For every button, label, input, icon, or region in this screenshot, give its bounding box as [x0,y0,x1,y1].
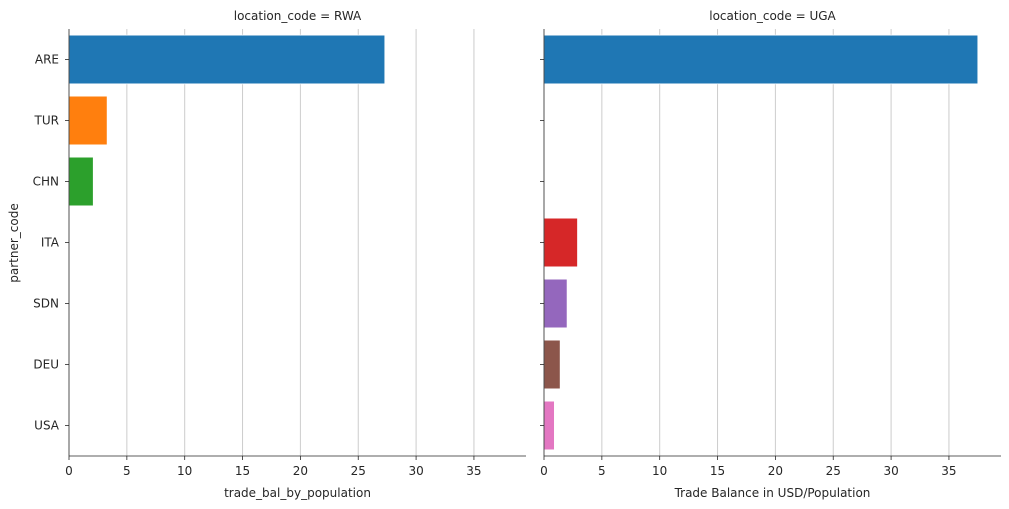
bar-uga-usa [543,400,555,451]
y-axis-tick-labels: ARE TUR CHN ITA SDN DEU USA [33,53,60,433]
x-tick-label-rwa-10: 10 [177,464,192,478]
panel-uga-axes: 0 5 10 15 20 25 30 35 [540,29,1001,478]
x-tick-label-uga-25: 25 [826,464,841,478]
y-tick-label-chn: CHN [33,175,59,189]
panel-rwa-title: location_code = RWA [234,9,362,23]
x-tick-label-rwa-20: 20 [293,464,308,478]
y-tick-label-sdn: SDN [33,297,59,311]
x-tick-label-rwa-15: 15 [235,464,250,478]
panel-rwa: 0 5 10 15 20 25 30 35 location_code = RWA trade… [65,9,526,500]
x-tick-label-uga-0: 0 [540,464,548,478]
x-tick-label-rwa-0: 0 [65,464,73,478]
bar-uga-deu [543,339,561,390]
y-tick-label-are: ARE [35,53,59,67]
bar-rwa-tur [68,95,108,146]
x-tick-label-rwa-35: 35 [466,464,481,478]
panel-uga-bars [543,34,979,451]
y-tick-label-usa: USA [34,419,60,433]
y-tick-label-ita: ITA [41,236,60,250]
panel-uga: 0 5 10 15 20 25 30 35 location_code = UGA Trade… [540,9,1001,500]
panel-uga-gridlines [601,29,950,456]
panel-rwa-x-axis-label: trade_bal_by_population [224,486,371,500]
panel-rwa-axes: 0 5 10 15 20 25 30 35 [65,29,526,478]
y-tick-label-deu: DEU [33,358,59,372]
panel-rwa-gridlines [126,29,475,456]
bar-uga-are [543,34,979,85]
x-tick-label-uga-35: 35 [941,464,956,478]
y-tick-label-tur: TUR [34,114,59,128]
x-tick-label-uga-5: 5 [598,464,606,478]
bar-rwa-are [68,34,386,85]
x-tick-label-rwa-30: 30 [408,464,423,478]
x-tick-label-uga-20: 20 [768,464,783,478]
panel-rwa-bars [68,34,386,207]
x-tick-label-uga-10: 10 [652,464,667,478]
y-axis-label: partner_code [7,203,21,282]
panel-uga-title: location_code = UGA [709,9,836,23]
x-tick-label-uga-30: 30 [883,464,898,478]
bar-uga-sdn [543,278,568,329]
x-tick-label-rwa-5: 5 [123,464,131,478]
bar-rwa-chn [68,156,94,207]
panel-uga-x-axis-label: Trade Balance in USD/Population [674,486,871,500]
x-tick-label-rwa-25: 25 [351,464,366,478]
bar-uga-ita [543,217,578,268]
x-tick-label-uga-15: 15 [710,464,725,478]
